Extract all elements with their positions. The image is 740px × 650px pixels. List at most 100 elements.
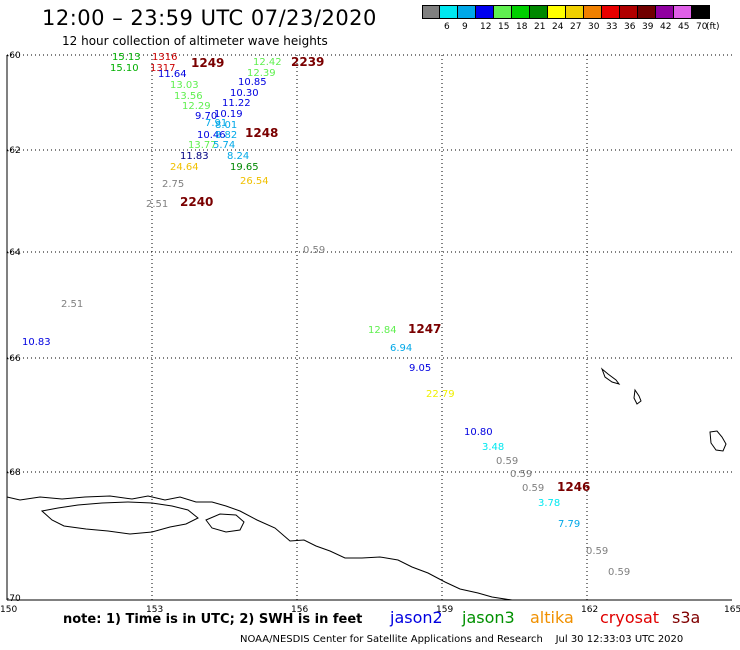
pass-time-label: 1248 <box>245 126 279 140</box>
wave-height-value: 0.59 <box>510 469 533 480</box>
wave-height-value: 8.01 <box>215 120 238 131</box>
wave-height-value: 10.85 <box>238 77 267 88</box>
wave-height-value: 5.74 <box>213 140 236 151</box>
legend-swatch <box>620 5 638 19</box>
legend-bin-label: 6 <box>444 22 450 32</box>
legend-swatch <box>476 5 494 19</box>
satellite-jason3: jason3 <box>462 608 515 627</box>
satellite-cryosat: cryosat <box>600 608 660 627</box>
wave-height-value: 8.82 <box>215 130 238 141</box>
legend-bin-label: 70 <box>696 22 708 32</box>
lon-tick-153: 153 <box>146 605 164 615</box>
legend-bin-label: 33 <box>606 22 618 32</box>
page-title: 12:00 – 23:59 UTC 07/23/2020 <box>42 6 377 30</box>
wave-height-value: 0.59 <box>496 456 519 467</box>
wave-height-value: 3.78 <box>538 498 561 509</box>
wave-height-value: 7.79 <box>558 519 581 530</box>
wave-height-value: 0.59 <box>522 483 545 494</box>
legend-swatch <box>530 5 548 19</box>
wave-height-value: 12.42 <box>253 57 282 68</box>
wave-height-value: 13.56 <box>174 91 203 102</box>
legend-bin-label: 39 <box>642 22 654 32</box>
legend-bin-label: 12 <box>480 22 492 32</box>
wave-height-value: 1316 <box>152 52 178 63</box>
wave-height-value: 2.75 <box>162 179 185 190</box>
wave-height-value: 0.59 <box>608 567 631 578</box>
legend-swatch <box>584 5 602 19</box>
legend-bin-label: 15 <box>498 22 510 32</box>
legend-swatch <box>548 5 566 19</box>
wave-height-value: 10.19 <box>214 109 243 120</box>
wave-height-value: 10.46 <box>197 130 226 141</box>
wave-height-value: 1317 <box>150 63 176 74</box>
lon-tick-162: 162 <box>581 605 599 615</box>
wave-height-legend <box>422 5 710 19</box>
wave-height-value: 26.54 <box>240 176 269 187</box>
legend-bin-label: 27 <box>570 22 582 32</box>
island-3 <box>709 430 727 452</box>
ice-shelf-outline <box>40 501 199 535</box>
units-note: note: 1) Time is in UTC; 2) SWH is in fe… <box>63 612 363 627</box>
wave-height-value: 10.30 <box>230 88 259 99</box>
footer-credit: NOAA/NESDIS Center for Satellite Applica… <box>240 634 683 645</box>
satellite-s3a: s3a <box>672 608 701 627</box>
legend-bin-label: 21 <box>534 22 546 32</box>
graticule <box>7 54 732 600</box>
wave-height-value: 11.83 <box>180 151 209 162</box>
lon-tick-156: 156 <box>291 605 309 615</box>
page-subtitle: 12 hour collection of altimeter wave hei… <box>62 34 328 48</box>
legend-bin-label: 45 <box>678 22 690 32</box>
coastline <box>6 367 727 601</box>
legend-bin-label: 9 <box>462 22 468 32</box>
wave-height-value: 12.29 <box>182 101 211 112</box>
wave-height-value: 8.24 <box>227 151 250 162</box>
wave-height-value: 3.48 <box>482 442 505 453</box>
island-1 <box>600 367 621 385</box>
legend-swatch <box>458 5 476 19</box>
legend-swatch <box>656 5 674 19</box>
lat-tick-64: -64 <box>6 248 21 258</box>
legend-swatch <box>638 5 656 19</box>
wave-height-value: 6.94 <box>390 343 413 354</box>
wave-height-value: 19.65 <box>230 162 259 173</box>
legend-swatch <box>602 5 620 19</box>
satellite-jason2: jason2 <box>390 608 443 627</box>
lat-tick-60: -60 <box>6 51 21 61</box>
wave-height-value: 10.80 <box>464 427 493 438</box>
wave-height-value: 10.83 <box>22 337 51 348</box>
legend-bin-label: 36 <box>624 22 636 32</box>
legend-unit: (ft) <box>706 22 720 32</box>
legend-bin-label: 18 <box>516 22 528 32</box>
island-2 <box>633 388 642 405</box>
ice-tongue-outline <box>205 513 245 533</box>
wave-height-value: 13.03 <box>170 80 199 91</box>
lat-tick-68: -68 <box>6 468 21 478</box>
legend-swatch <box>422 5 440 19</box>
pass-time-label: 1247 <box>408 322 442 336</box>
legend-bin-label: 30 <box>588 22 600 32</box>
wave-height-value: 12.84 <box>368 325 397 336</box>
wave-height-value: 0.59 <box>586 546 609 557</box>
legend-swatch <box>692 5 710 19</box>
lon-tick-150: 150 <box>0 605 18 615</box>
wave-height-value: 15.13 <box>112 52 141 63</box>
wave-height-value: 12.39 <box>247 68 276 79</box>
lon-tick-165: 165 <box>724 605 740 615</box>
map-border <box>6 55 732 601</box>
wave-height-value: 2.51 <box>61 299 84 310</box>
wave-height-value: 24.64 <box>170 162 199 173</box>
legend-swatch <box>566 5 584 19</box>
lat-tick-66: -66 <box>6 354 21 364</box>
wave-height-value: 15.10 <box>110 63 139 74</box>
wave-height-value: 22.79 <box>426 389 455 400</box>
lon-tick-159: 159 <box>436 605 454 615</box>
legend-swatch <box>440 5 458 19</box>
pass-time-label: 2239 <box>291 55 325 69</box>
wave-height-value: 2.51 <box>146 199 169 210</box>
wave-height-value: 0.59 <box>303 245 326 256</box>
satellite-altika: altika <box>530 608 574 627</box>
legend-bin-label: 42 <box>660 22 672 32</box>
credit-text: NOAA/NESDIS Center for Satellite Applica… <box>240 634 543 645</box>
wave-height-value: 11.22 <box>222 98 251 109</box>
